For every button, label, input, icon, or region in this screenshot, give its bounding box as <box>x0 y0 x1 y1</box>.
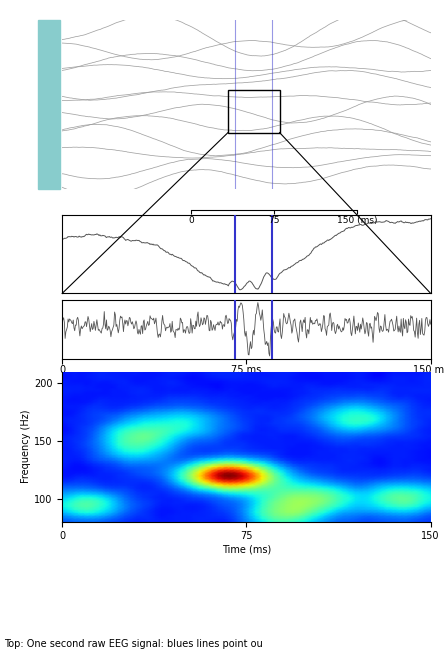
X-axis label: Time (ms): Time (ms) <box>222 544 271 554</box>
Bar <box>38 20 60 189</box>
Y-axis label: Frequency (Hz): Frequency (Hz) <box>21 410 31 483</box>
Text: Top: One second raw EEG signal: blues lines point ou: Top: One second raw EEG signal: blues li… <box>4 639 263 649</box>
